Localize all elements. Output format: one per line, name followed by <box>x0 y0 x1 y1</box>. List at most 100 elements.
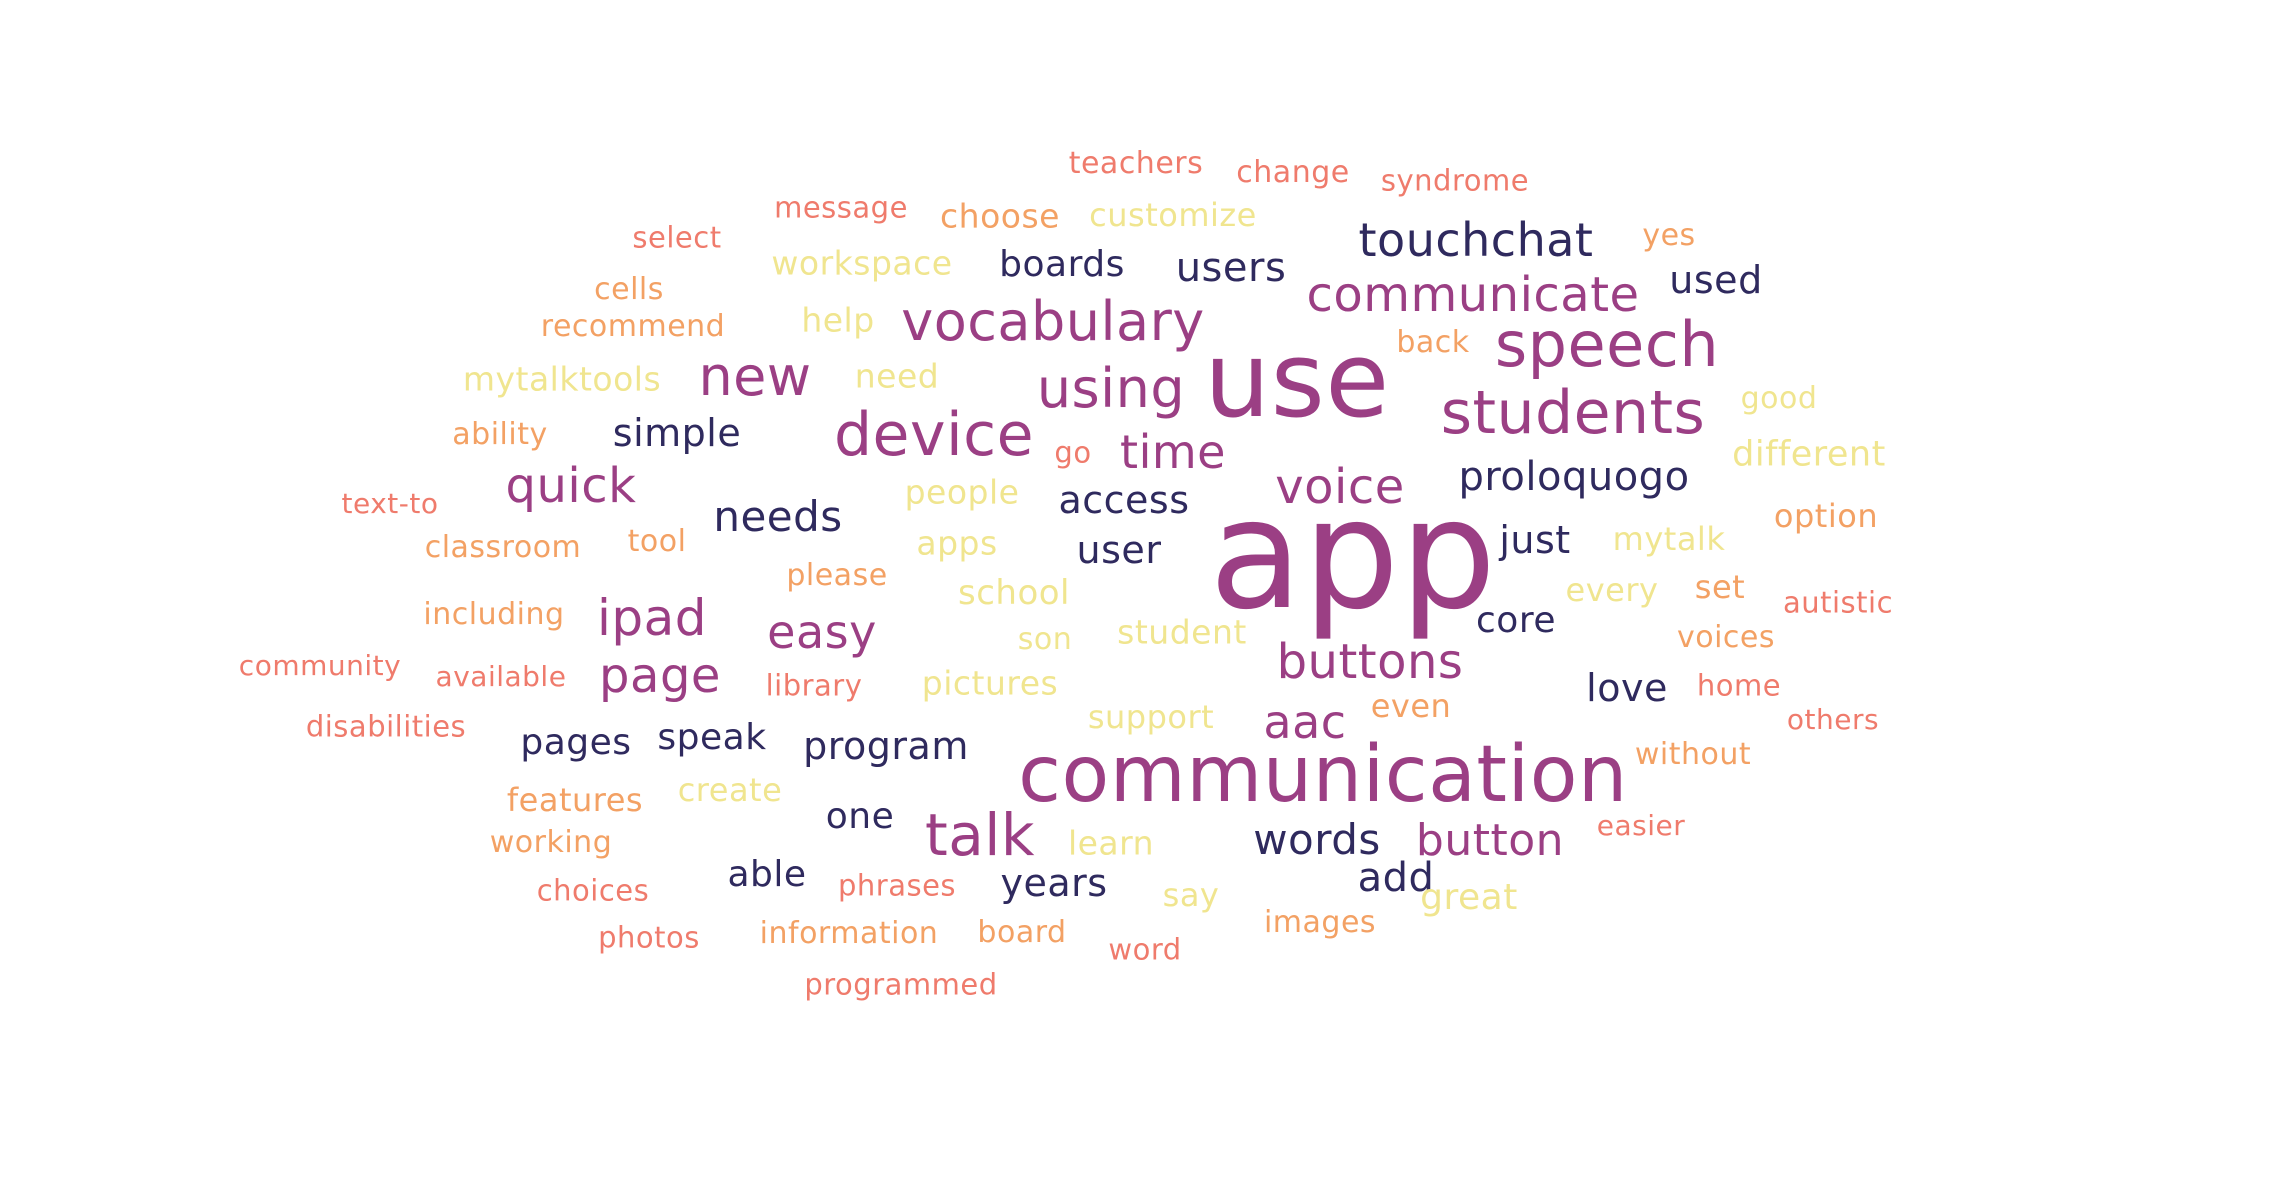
word-vocabulary: vocabulary <box>901 290 1205 353</box>
word-just: just <box>1499 518 1571 562</box>
word-core: core <box>1476 600 1556 641</box>
word-users: users <box>1175 245 1287 291</box>
word-help: help <box>801 300 875 340</box>
word-boards: boards <box>999 244 1125 285</box>
word-tool: tool <box>627 524 687 559</box>
word-used: used <box>1669 258 1763 302</box>
word-device: device <box>833 400 1035 470</box>
word-cells: cells <box>594 272 664 307</box>
word-choices: choices <box>536 873 650 908</box>
word-phrases: phrases <box>837 868 957 903</box>
word-teachers: teachers <box>1068 146 1204 181</box>
word-pictures: pictures <box>921 663 1059 703</box>
word-aac: aac <box>1263 695 1347 749</box>
word-apps: apps <box>916 523 998 563</box>
word-easier: easier <box>1596 809 1686 842</box>
word-buttons: buttons <box>1276 634 1464 690</box>
word-without: without <box>1634 737 1752 772</box>
word-user: user <box>1076 528 1162 572</box>
word-communication: communication <box>1018 730 1628 820</box>
word-new: new <box>698 345 812 408</box>
word-information: information <box>759 916 939 951</box>
word-features: features <box>506 781 644 819</box>
word-mytalktools: mytalktools <box>462 359 662 399</box>
word-easy: easy <box>767 605 877 659</box>
word-app: app <box>1209 466 1497 643</box>
word-autistic: autistic <box>1782 585 1894 620</box>
word-talk: talk <box>925 801 1035 869</box>
word-access: access <box>1058 478 1190 522</box>
word-change: change <box>1236 155 1350 190</box>
word-one: one <box>825 796 895 837</box>
word-support: support <box>1087 698 1215 736</box>
word-every: every <box>1565 571 1659 609</box>
word-needs: needs <box>713 492 843 541</box>
word-pages: pages <box>520 722 632 763</box>
word-love: love <box>1586 666 1668 710</box>
word-school: school <box>957 573 1071 613</box>
word-time: time <box>1120 425 1226 479</box>
word-customize: customize <box>1089 196 1257 234</box>
word-option: option <box>1773 497 1879 535</box>
word-even: even <box>1370 687 1452 725</box>
word-say: say <box>1162 876 1220 914</box>
word-able: able <box>727 854 807 895</box>
word-message: message <box>774 190 908 225</box>
word-need: need <box>854 356 940 396</box>
word-communicate: communicate <box>1306 267 1640 323</box>
word-programmed: programmed <box>804 967 998 1002</box>
word-back: back <box>1396 325 1470 360</box>
word-son: son <box>1017 622 1073 657</box>
word-images: images <box>1263 905 1377 940</box>
word-great: great <box>1420 877 1518 918</box>
word-others: others <box>1786 703 1880 736</box>
word-home: home <box>1696 668 1782 703</box>
word-photos: photos <box>598 920 700 955</box>
word-yes: yes <box>1642 218 1696 253</box>
word-add: add <box>1357 855 1435 901</box>
word-text-to: text-to <box>341 487 439 520</box>
word-quick: quick <box>505 458 637 514</box>
word-voice: voice <box>1275 459 1405 515</box>
word-use: use <box>1204 319 1390 441</box>
word-go: go <box>1054 435 1092 470</box>
word-word: word <box>1108 932 1182 967</box>
word-people: people <box>904 472 1020 512</box>
word-select: select <box>632 220 722 255</box>
word-students: students <box>1440 378 1706 448</box>
word-recommend: recommend <box>540 309 726 344</box>
word-different: different <box>1732 434 1886 475</box>
word-ability: ability <box>452 417 548 452</box>
word-speak: speak <box>657 717 767 758</box>
word-student: student <box>1117 612 1247 652</box>
word-touchchat: touchchat <box>1358 213 1594 267</box>
word-page: page <box>599 648 721 704</box>
word-library: library <box>765 668 863 703</box>
word-years: years <box>1000 861 1108 905</box>
word-simple: simple <box>612 411 742 455</box>
word-set: set <box>1694 568 1746 606</box>
word-classroom: classroom <box>424 530 582 565</box>
word-program: program <box>803 724 969 768</box>
word-board: board <box>977 915 1067 950</box>
word-community: community <box>238 649 402 682</box>
word-proloquogo: proloquogo <box>1458 454 1690 500</box>
word-good: good <box>1740 381 1818 416</box>
word-mytalk: mytalk <box>1612 520 1726 558</box>
word-speech: speech <box>1494 308 1720 381</box>
word-please: please <box>786 558 888 593</box>
word-using: using <box>1036 357 1186 420</box>
word-working: working <box>489 825 613 860</box>
word-ipad: ipad <box>596 589 708 647</box>
word-choose: choose <box>940 196 1060 236</box>
word-learn: learn <box>1067 823 1155 863</box>
word-including: including <box>423 597 565 632</box>
word-workspace: workspace <box>771 243 953 283</box>
word-voices: voices <box>1676 620 1776 655</box>
word-available: available <box>435 660 567 693</box>
word-words: words <box>1253 815 1381 864</box>
word-disabilities: disabilities <box>305 709 467 744</box>
word-syndrome: syndrome <box>1380 163 1530 198</box>
word-button: button <box>1415 815 1565 866</box>
